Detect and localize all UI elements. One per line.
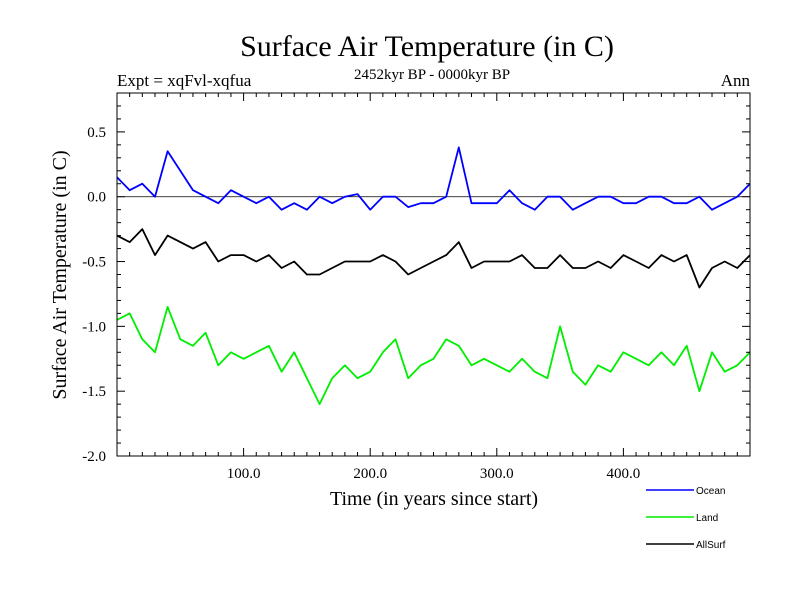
y-tick-label: 0.5	[87, 125, 106, 141]
series-line-land	[116, 305, 751, 406]
y-tick-label: -1.0	[82, 319, 106, 335]
legend-label-allsurf: AllSurf	[696, 540, 726, 551]
chart-title: Surface Air Temperature (in C)	[240, 30, 614, 63]
y-tick-label: 0.0	[87, 190, 106, 206]
axes: 100.0 200.0 300.0 400.0 0.5 0.0 -0.5 -1.0 -1.5 -2…	[82, 92, 751, 482]
y-tick-label: -0.5	[82, 255, 106, 271]
y-axis-label: Surface Air Temperature (in C)	[49, 150, 71, 399]
plot-lines	[116, 146, 751, 406]
season-label: Ann	[721, 71, 751, 90]
y-tick-label: -1.5	[82, 384, 106, 400]
plot-frame	[116, 92, 751, 457]
legend-label-land: Land	[696, 513, 718, 524]
experiment-label: Expt = xqFvl-xqfua	[117, 71, 252, 90]
x-tick-label: 100.0	[227, 466, 261, 482]
chart-subtitle: 2452kyr BP - 0000kyr BP	[354, 67, 510, 83]
y-tick-label: -2.0	[82, 449, 106, 465]
x-tick-label: 300.0	[480, 466, 514, 482]
x-axis-label: Time (in years since start)	[330, 488, 538, 510]
series-line-ocean	[116, 146, 751, 211]
x-tick-label: 400.0	[607, 466, 641, 482]
x-tick-label: 200.0	[353, 466, 387, 482]
series-line-allsurf	[116, 228, 751, 289]
legend-label-ocean: Ocean	[696, 486, 725, 497]
legend: Ocean Land AllSurf	[646, 486, 726, 551]
